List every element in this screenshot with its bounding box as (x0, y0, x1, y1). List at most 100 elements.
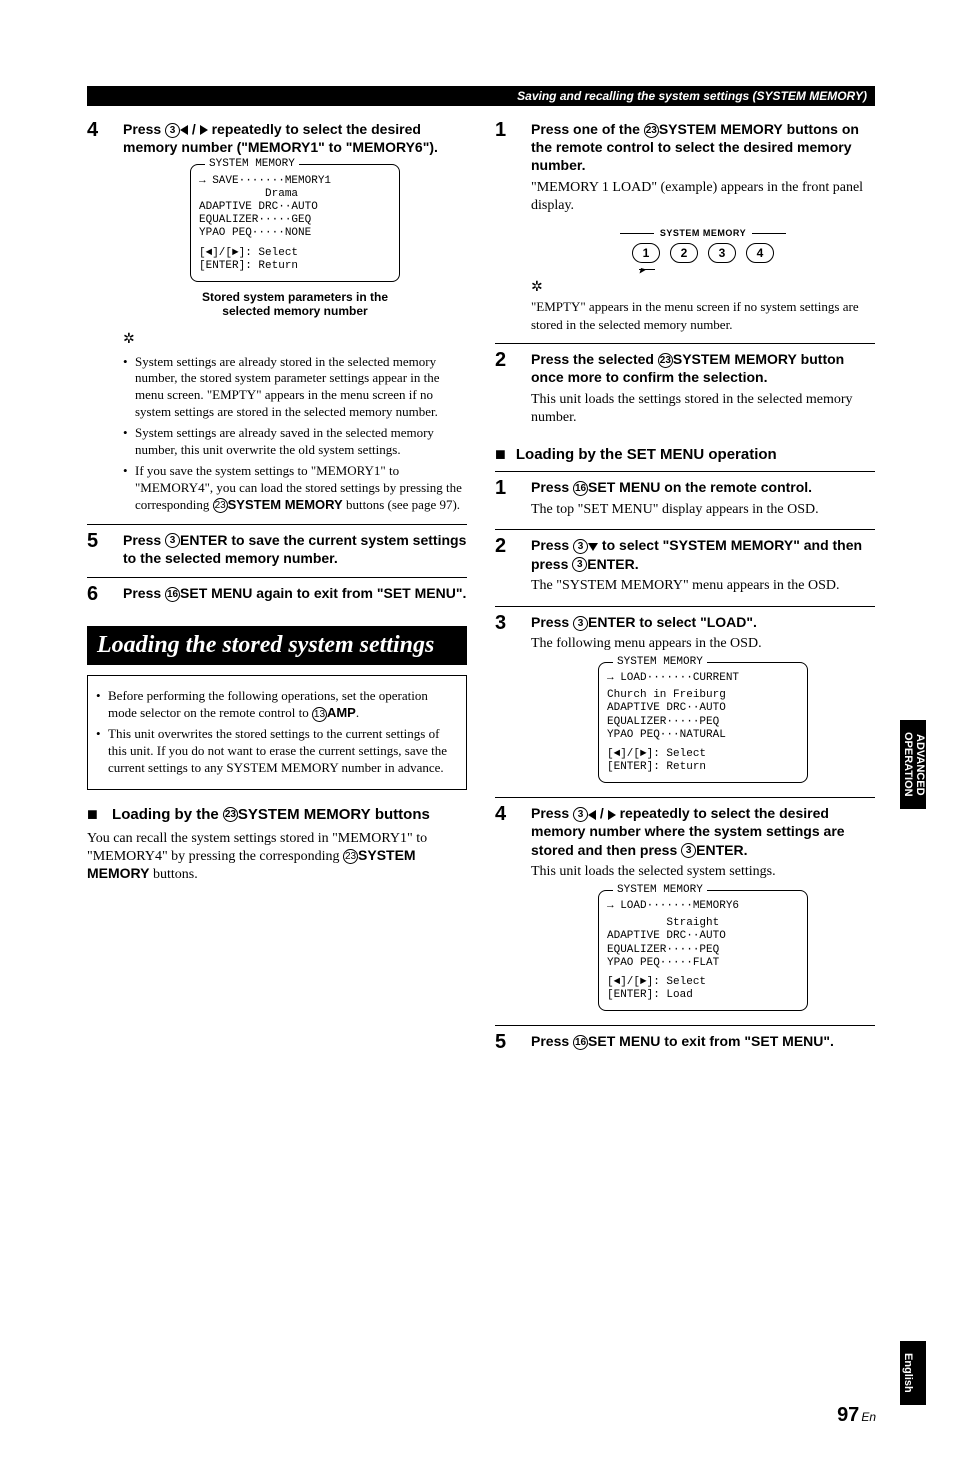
osd-screen: SYSTEM MEMORY → LOAD·······CURRENT Churc… (598, 662, 808, 784)
text: . (744, 842, 748, 858)
page-lang: En (861, 1410, 876, 1424)
osd-line: [◄]/[►]: Select (607, 748, 799, 761)
text: buttons. (149, 867, 197, 882)
side-tab-label: ADVANCED OPERATION (900, 720, 928, 809)
osd-line: ADAPTIVE DRC··AUTO (607, 702, 799, 715)
step-number: 2 (495, 536, 517, 599)
content-area: 4 Press 3 / repeatedly to select the des… (87, 120, 875, 1060)
osd-line: YPAO PEQ·····FLAT (607, 957, 799, 970)
memory-button-1: 1 (632, 243, 660, 263)
bold-label: SET MENU (588, 479, 660, 495)
circle-16-icon: 16 (165, 587, 180, 602)
right-column: 1 Press one of the 23SYSTEM MEMORY butto… (495, 120, 875, 1060)
osd-line: → SAVE·······MEMORY1 (199, 175, 391, 188)
osd-line: YPAO PEQ···NATURAL (607, 729, 799, 742)
circle-23-icon: 23 (223, 807, 238, 822)
osd-line: Drama (199, 188, 391, 201)
tip-icon (123, 331, 467, 350)
step-heading: Press one of the 23SYSTEM MEMORY buttons… (531, 120, 875, 175)
osd-line: → LOAD·······CURRENT (607, 672, 799, 685)
step-text: The following menu appears in the OSD. (531, 635, 875, 654)
text: Before performing the following operatio… (108, 688, 428, 720)
bullet-item: If you save the system settings to "MEMO… (123, 463, 467, 514)
text: . (356, 705, 359, 720)
bold-label: SYSTEM MEMORY (673, 351, 797, 367)
text: to exit from "SET MENU". (660, 1033, 834, 1049)
osd-screen: SYSTEM MEMORY → LOAD·······MEMORY6 Strai… (598, 890, 808, 1012)
osd-line: [ENTER]: Return (199, 260, 391, 273)
text: Press (531, 1033, 573, 1049)
osd-title: SYSTEM MEMORY (205, 158, 299, 171)
text: to select "LOAD". (636, 614, 757, 630)
text: on the remote control. (660, 479, 812, 495)
circle-16-icon: 16 (573, 481, 588, 496)
paragraph: You can recall the system settings store… (87, 831, 467, 883)
step-text: The "SYSTEM MEMORY" menu appears in the … (531, 577, 875, 596)
text: buttons (371, 806, 430, 823)
bullet-item: Before performing the following operatio… (96, 688, 458, 722)
circle-23-icon: 23 (644, 123, 659, 138)
osd-line: [ENTER]: Load (607, 989, 799, 1002)
circle-3-icon: 3 (573, 807, 588, 822)
step-number: 3 (495, 613, 517, 792)
text: Press (531, 479, 573, 495)
circle-23-icon: 23 (213, 498, 228, 513)
cursor-icon (639, 269, 655, 270)
osd-title: SYSTEM MEMORY (613, 884, 707, 897)
osd-line: → LOAD·······MEMORY6 (607, 900, 799, 913)
right-step-1b: 1 Press 16SET MENU on the remote control… (495, 471, 875, 523)
left-icon (180, 125, 188, 135)
step-heading: Press 3 to select "SYSTEM MEMORY" and th… (531, 536, 875, 572)
circle-23-icon: 23 (658, 353, 673, 368)
side-tab-advanced: ADVANCED OPERATION (900, 720, 926, 809)
circle-3-icon: 3 (165, 533, 180, 548)
step-heading: Press 3 / repeatedly to select the desir… (531, 804, 875, 859)
down-icon (588, 543, 598, 551)
step-number: 1 (495, 120, 517, 337)
side-tab-language: English (900, 1341, 926, 1405)
circle-3-icon: 3 (572, 557, 587, 572)
step-heading: Press 16SET MENU on the remote control. (531, 478, 875, 496)
step-heading: Press 16SET MENU again to exit from "SET… (123, 584, 467, 602)
bold-label: AMP (327, 705, 356, 720)
header-bar: Saving and recalling the system settings… (87, 86, 875, 106)
bold-label: ENTER (588, 614, 635, 630)
text: Press (531, 537, 573, 553)
osd-line: EQUALIZER·····GEQ (199, 214, 391, 227)
memory-button-4: 4 (746, 243, 774, 263)
right-step-1: 1 Press one of the 23SYSTEM MEMORY butto… (495, 120, 875, 337)
step-number: 2 (495, 350, 517, 432)
bold-label: ENTER (587, 556, 634, 572)
right-icon (200, 125, 208, 135)
memory-button-2: 2 (670, 243, 698, 263)
step-text: This unit loads the settings stored in t… (531, 391, 875, 429)
osd-line: Straight (607, 917, 799, 930)
step-heading: Press the selected 23SYSTEM MEMORY butto… (531, 350, 875, 386)
right-step-4: 4 Press 3 / repeatedly to select the des… (495, 797, 875, 1019)
circle-3-icon: 3 (165, 123, 180, 138)
bullet-item: This unit overwrites the stored settings… (96, 726, 458, 777)
text: Loading by the (112, 806, 223, 823)
left-step-6: 6 Press 16SET MENU again to exit from "S… (87, 577, 467, 606)
step-text: The top "SET MENU" display appears in th… (531, 501, 875, 520)
step-number: 6 (87, 584, 109, 606)
subsection-heading: Loading by the 23SYSTEM MEMORY buttons (87, 804, 467, 825)
osd-title: SYSTEM MEMORY (613, 656, 707, 669)
osd-line: [ENTER]: Return (607, 761, 799, 774)
step-number: 5 (495, 1032, 517, 1054)
text: buttons (see page 97). (343, 497, 460, 512)
bold-label: SYSTEM MEMORY (659, 121, 783, 137)
btn-label: 1 (643, 246, 650, 260)
memory-button-3: 3 (708, 243, 736, 263)
step-heading: Press 3 / repeatedly to select the desir… (123, 120, 467, 156)
right-step-2: 2 Press the selected 23SYSTEM MEMORY but… (495, 343, 875, 432)
step-number: 4 (87, 120, 109, 518)
right-step-2b: 2 Press 3 to select "SYSTEM MEMORY" and … (495, 529, 875, 599)
memory-buttons-group: SYSTEM MEMORY 1 2 3 4 (531, 224, 875, 263)
bullet-item: System settings are already stored in th… (123, 354, 467, 422)
step-number: 5 (87, 531, 109, 571)
text: . (635, 556, 639, 572)
text: Press the selected (531, 351, 658, 367)
step-text: This unit loads the selected system sett… (531, 863, 875, 882)
page-number: 97En (837, 1404, 876, 1427)
